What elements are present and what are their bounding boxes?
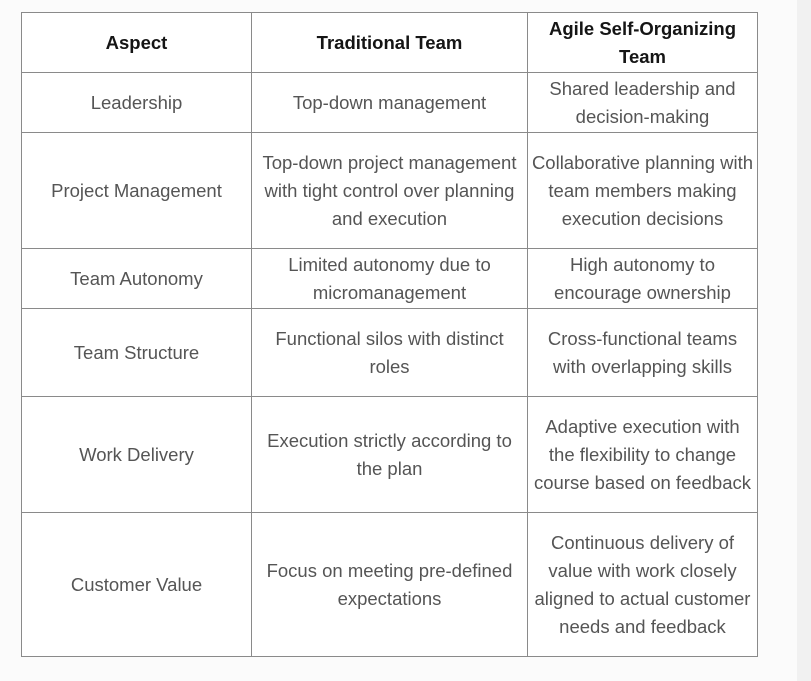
table-row: Project Management Top-down project mana… [21,132,758,249]
cell-aspect: Project Management [21,132,252,249]
table-row: Leadership Top-down management Shared le… [21,72,758,133]
header-row: Aspect Traditional Team Agile Self-Organ… [21,12,758,73]
table-row: Team Structure Functional silos with dis… [21,308,758,397]
cell-traditional: Focus on meeting pre-defined expectation… [251,512,528,657]
cell-agile: Cross-functional teams with overlapping … [527,308,758,397]
cell-traditional: Top-down project management with tight c… [251,132,528,249]
cell-agile: Collaborative planning with team members… [527,132,758,249]
cell-traditional: Execution strictly according to the plan [251,396,528,513]
cell-agile: High autonomy to encourage ownership [527,248,758,309]
header-traditional-team: Traditional Team [251,12,528,73]
scrollbar-track[interactable] [797,0,811,681]
table-row: Team Autonomy Limited autonomy due to mi… [21,248,758,309]
cell-aspect: Team Structure [21,308,252,397]
comparison-table: Aspect Traditional Team Agile Self-Organ… [21,12,758,657]
table-row: Work Delivery Execution strictly accordi… [21,396,758,513]
cell-agile: Continuous delivery of value with work c… [527,512,758,657]
header-agile-team: Agile Self-Organizing Team [527,12,758,73]
cell-agile: Adaptive execution with the flexibility … [527,396,758,513]
cell-agile: Shared leadership and decision-making [527,72,758,133]
cell-aspect: Team Autonomy [21,248,252,309]
cell-aspect: Customer Value [21,512,252,657]
cell-traditional: Limited autonomy due to micromanagement [251,248,528,309]
header-aspect: Aspect [21,12,252,73]
cell-traditional: Top-down management [251,72,528,133]
cell-aspect: Leadership [21,72,252,133]
cell-aspect: Work Delivery [21,396,252,513]
table-row: Customer Value Focus on meeting pre-defi… [21,512,758,657]
cell-traditional: Functional silos with distinct roles [251,308,528,397]
